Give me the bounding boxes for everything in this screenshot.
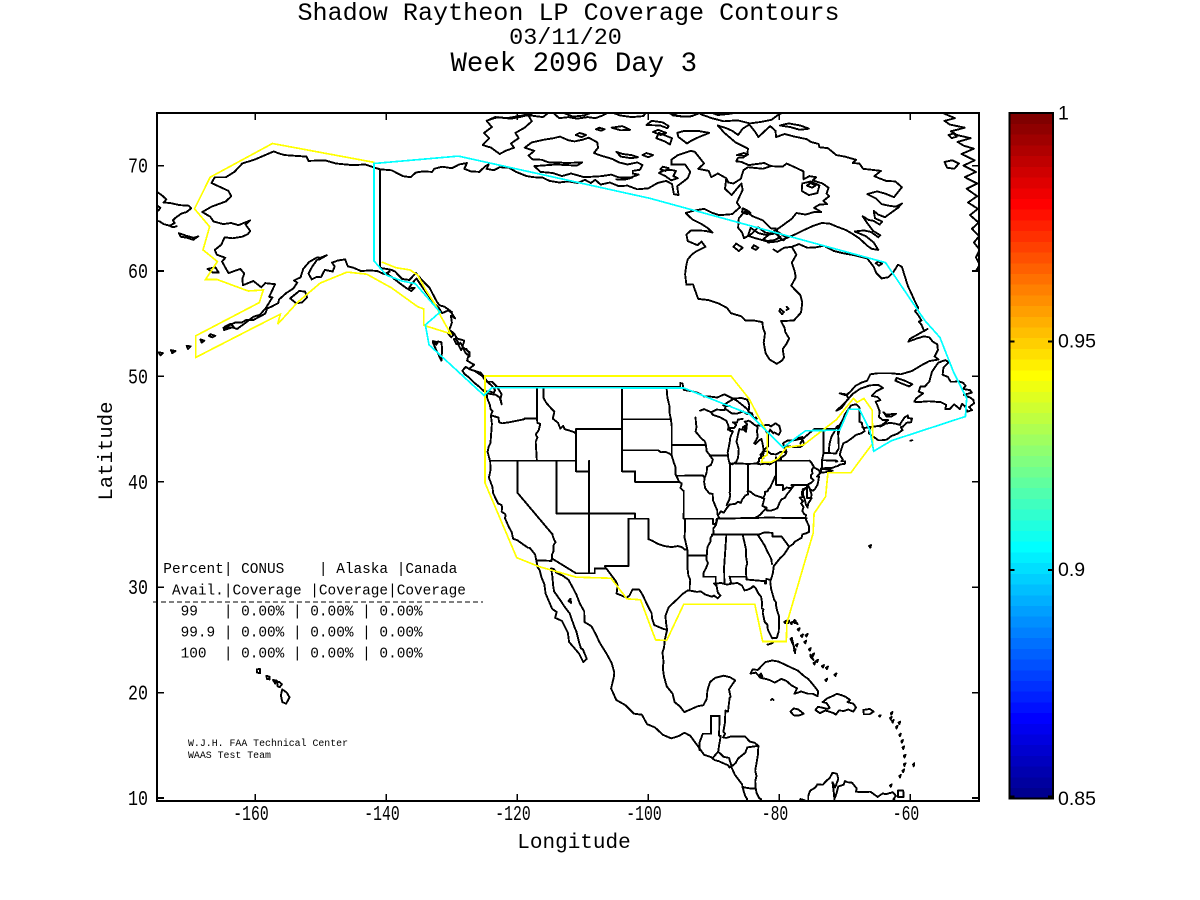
svg-text:0.95: 0.95 xyxy=(1058,331,1096,353)
svg-text:10: 10 xyxy=(128,789,148,812)
svg-text:100 | 0.00% | 0.00% | 0.00%: 100 | 0.00% | 0.00% | 0.00% xyxy=(163,647,423,663)
svg-text:50: 50 xyxy=(128,367,148,390)
svg-text:99 | 0.00% | 0.00% | 0.00%: 99 | 0.00% | 0.00% | 0.00% xyxy=(163,605,423,621)
svg-text:-80: -80 xyxy=(762,804,789,827)
svg-text:20: 20 xyxy=(128,684,148,707)
svg-text:-60: -60 xyxy=(893,804,920,827)
svg-text:0.85: 0.85 xyxy=(1058,788,1096,810)
svg-text:Latitude: Latitude xyxy=(96,402,119,501)
svg-text:Shadow Raytheon LP Coverage Co: Shadow Raytheon LP Coverage Contours xyxy=(298,0,840,28)
svg-text:-120: -120 xyxy=(495,804,530,827)
svg-text:0.9: 0.9 xyxy=(1058,559,1085,581)
svg-text:03/11/20: 03/11/20 xyxy=(509,25,622,52)
svg-text:Avail.|Coverage |Coverage|Cove: Avail.|Coverage |Coverage|Coverage xyxy=(163,584,466,600)
svg-text:Longitude: Longitude xyxy=(517,832,630,855)
svg-text:WAAS Test Team: WAAS Test Team xyxy=(188,750,271,761)
svg-text:-100: -100 xyxy=(626,804,661,827)
svg-text:W.J.H. FAA Technical Center: W.J.H. FAA Technical Center xyxy=(188,738,348,749)
svg-text:-160: -160 xyxy=(233,804,268,827)
svg-text:Week 2096 Day 3: Week 2096 Day 3 xyxy=(451,49,698,80)
svg-text:-140: -140 xyxy=(364,804,399,827)
svg-text:1: 1 xyxy=(1058,103,1069,125)
svg-text:30: 30 xyxy=(128,578,148,601)
svg-text:60: 60 xyxy=(128,262,148,285)
svg-text:40: 40 xyxy=(128,473,148,496)
svg-text:70: 70 xyxy=(128,157,148,180)
svg-text:99.9 | 0.00% | 0.00% | 0.00%: 99.9 | 0.00% | 0.00% | 0.00% xyxy=(163,626,423,642)
svg-text:Percent| CONUS | Alaska |Ca: Percent| CONUS | Alaska |Canada xyxy=(163,562,457,578)
